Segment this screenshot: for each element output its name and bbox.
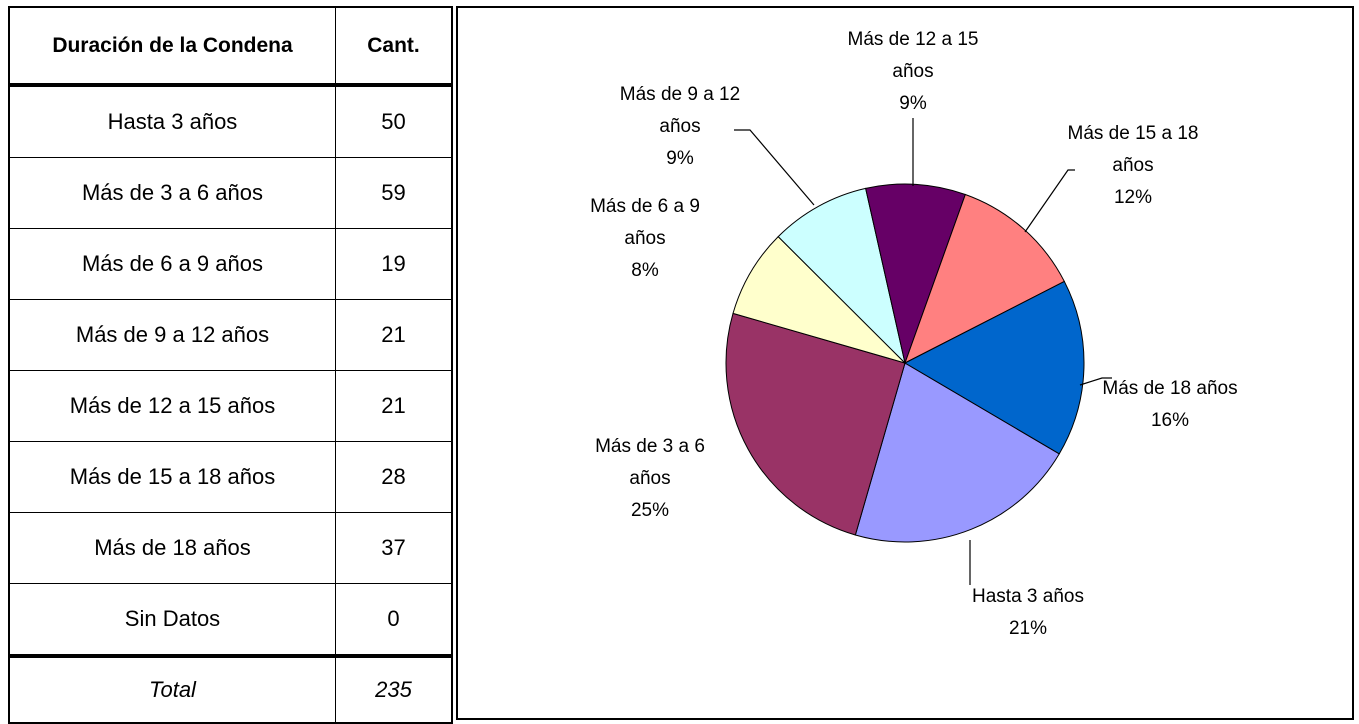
count-cell: 0 — [335, 583, 453, 657]
pie-slice — [732, 235, 906, 364]
table-row: Más de 12 a 15 años 21 — [8, 370, 453, 442]
pie-slice — [904, 193, 1066, 365]
slice-label: Más de 12 a 15 años 9% — [843, 24, 983, 120]
value-label: 8% — [631, 260, 659, 281]
value-label: 25% — [630, 500, 670, 521]
chart-panel — [456, 6, 1354, 720]
slice-label: Más de 9 a 12 años 9% — [610, 79, 750, 175]
count-cell: 21 — [335, 370, 453, 442]
header-cell: Duración de la Condena — [8, 6, 336, 87]
value-label: 9% — [666, 148, 694, 169]
label-cell: Sin Datos — [8, 583, 336, 657]
leader-line — [1024, 169, 1075, 233]
category-label: Más de 18 años — [1102, 378, 1238, 399]
total-label: Total — [8, 654, 336, 724]
leader-line — [1079, 377, 1112, 386]
value-label: 16% — [1150, 410, 1190, 431]
label-cell: Hasta 3 años — [8, 84, 336, 158]
table-row: Hasta 3 años 50 — [8, 84, 453, 158]
value-label: 12% — [1113, 187, 1153, 208]
count-cell: 19 — [335, 228, 453, 300]
count-cell: 37 — [335, 512, 453, 584]
value-label: 9% — [899, 93, 927, 114]
total-row: Total 235 — [8, 654, 453, 724]
category-label: Hasta 3 años — [972, 586, 1084, 607]
count-cell: 50 — [335, 84, 453, 158]
category-label: Más de 12 a 15 años — [847, 29, 979, 82]
slice-label: Más de 15 a 18 años 12% — [1063, 118, 1203, 214]
leader-lines — [734, 118, 1112, 585]
table-row: Sin Datos 0 — [8, 583, 453, 657]
pie-slice — [725, 312, 906, 536]
category-label: Más de 6 a 9 años — [590, 196, 700, 249]
slice-label: Más de 6 a 9 años 8% — [575, 191, 715, 287]
label-cell: Más de 6 a 9 años — [8, 228, 336, 300]
table-row: Más de 18 años 37 — [8, 512, 453, 584]
count-cell: 21 — [335, 299, 453, 371]
slice-label: Más de 3 a 6 años 25% — [580, 431, 720, 527]
pie-slice — [777, 187, 906, 365]
count-cell: 59 — [335, 157, 453, 229]
leader-line — [734, 129, 815, 206]
slice-label: Hasta 3 años 21% — [928, 581, 1128, 645]
pie-slice — [854, 362, 1060, 543]
category-label: Más de 15 a 18 años — [1067, 123, 1199, 176]
header-cell: Cant. — [335, 6, 453, 87]
category-label: Más de 9 a 12 años — [619, 84, 741, 137]
label-cell: Más de 18 años — [8, 512, 336, 584]
category-label: Más de 3 a 6 años — [595, 436, 705, 489]
pie-slice — [865, 183, 966, 365]
table-row: Más de 6 a 9 años 19 — [8, 228, 453, 300]
total-count: 235 — [335, 654, 453, 724]
slice-label: Más de 18 años 16% — [1100, 373, 1240, 437]
data-table: Duración de la Condena Cant. Hasta 3 año… — [8, 6, 453, 724]
label-cell: Más de 12 a 15 años — [8, 370, 336, 442]
label-cell: Más de 9 a 12 años — [8, 299, 336, 371]
value-label: 21% — [1008, 618, 1048, 639]
pie-slice — [903, 280, 1085, 455]
header-row: Duración de la Condena Cant. — [8, 6, 453, 87]
table-row: Más de 9 a 12 años 21 — [8, 299, 453, 371]
